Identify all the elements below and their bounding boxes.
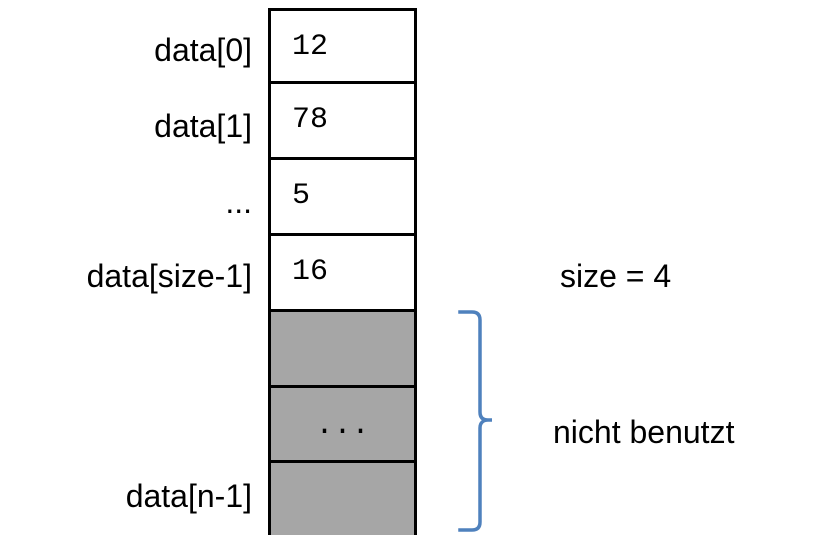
array-cell-0: 12 <box>268 8 417 84</box>
cell-value: 5 <box>292 179 311 213</box>
index-label-data-1: data[1] <box>154 108 252 144</box>
array-cell-size-1: 16 <box>268 236 417 312</box>
unused-cell <box>268 312 417 388</box>
cell-value: 78 <box>292 103 329 137</box>
unused-cell-last <box>268 463 417 535</box>
unused-ellipsis: ... <box>315 409 370 443</box>
index-label-data-size-1: data[size-1] <box>86 258 252 294</box>
unused-cell: ... <box>268 388 417 463</box>
array-column: 12 78 5 16 ... <box>268 8 417 535</box>
index-label-data-0: data[0] <box>154 32 252 68</box>
array-cell-1: 78 <box>268 84 417 160</box>
size-annotation: size = 4 <box>560 258 672 294</box>
cell-value: 16 <box>292 255 329 289</box>
index-label-data-n-1: data[n-1] <box>125 478 252 514</box>
index-label-ellipsis: ... <box>225 184 252 220</box>
unused-annotation: nicht benutzt <box>553 414 735 450</box>
array-cell-2: 5 <box>268 160 417 236</box>
cell-value: 12 <box>292 30 329 64</box>
curly-brace-icon <box>458 310 492 532</box>
